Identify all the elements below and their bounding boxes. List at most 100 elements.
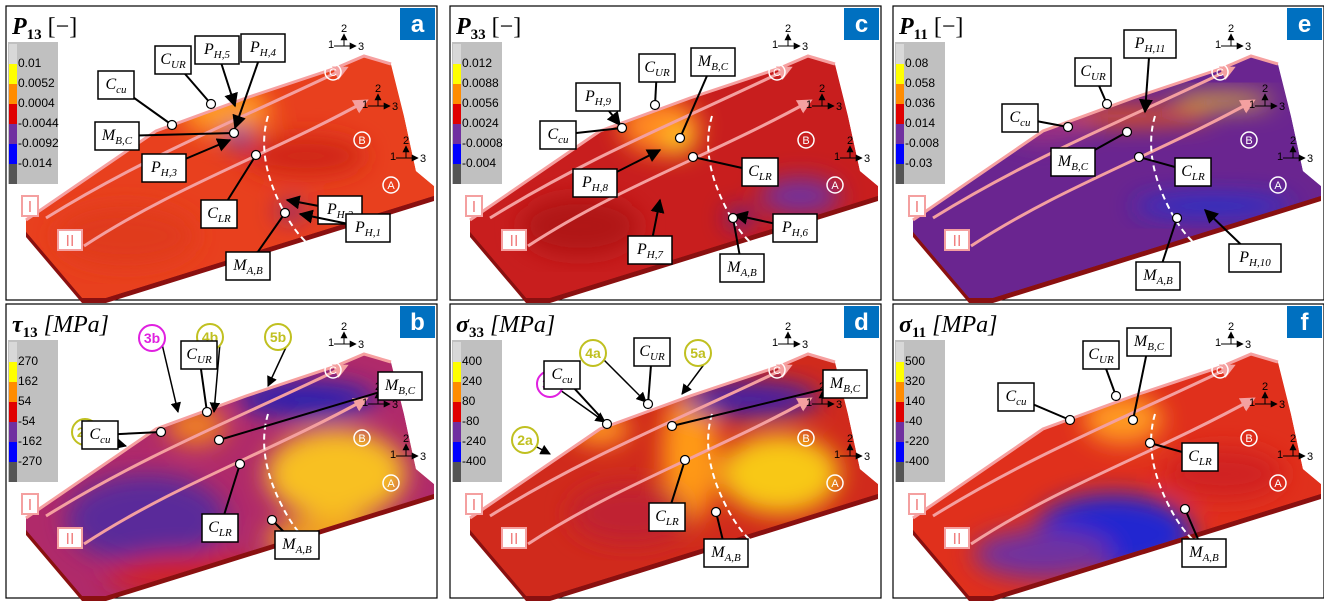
callout-sub: H,9 [594,96,612,108]
legend-swatch [896,144,904,164]
legend-value: -162 [18,434,42,448]
contour-blob [1173,95,1273,107]
callout-main: C [639,343,650,360]
callout-main: C [160,51,171,68]
callout-sub: B,C [1147,341,1164,353]
title-symbol: P [11,14,27,40]
legend-swatch [453,402,461,422]
legend-value: -270 [18,454,42,468]
callout-point [236,460,245,469]
callout-main: C [186,346,197,363]
legend-swatch [453,104,461,124]
legend-value: -400 [905,454,929,468]
triad-label: 2 [341,321,347,333]
legend-value: 162 [18,374,38,388]
callout-main: C [748,163,759,180]
panel: IIIABC12312312327016254-54-162-270τ13[MP… [6,304,437,601]
triad-label: 3 [392,399,398,411]
triad-label: 2 [403,135,409,147]
triad-label: 3 [802,41,808,53]
annotation-label: 3b [144,330,160,346]
path-marker-label: II [510,233,519,250]
legend-value: 240 [462,374,482,388]
triad-label: 3 [1245,339,1251,351]
path-marker-label: I [472,497,476,514]
legend-swatch [896,422,904,442]
triad-label: 3 [420,451,426,463]
callout-main: C [547,126,558,143]
title-unit: [MPa] [490,312,555,338]
legend-value: 0.0024 [462,116,499,130]
triad-label: 2 [375,83,381,95]
triad-label: 3 [802,339,808,351]
region-label: A [1274,478,1282,490]
legend-swatch [896,382,904,402]
annotation-label: 2a [517,432,533,448]
callout-sub: cu [1016,396,1027,408]
legend-swatch [453,382,461,402]
legend-swatch [9,462,17,482]
triad-label: 2 [1228,23,1234,35]
triad-label: 1 [1215,39,1221,51]
callout-point [207,100,216,109]
title-subscript: 11 [912,325,926,341]
annotation-label: 4a [585,345,601,361]
callout-sub: UR [1099,354,1114,366]
title-subscript: 33 [471,27,486,43]
legend-value: 0.0052 [18,76,55,90]
triad-label: 3 [392,101,398,113]
legend-value: 320 [905,374,925,388]
region-label: A [387,180,395,192]
legend-value: -0.0044 [18,116,59,130]
title-subscript: 13 [27,27,42,43]
legend-swatch [9,362,17,382]
legend-swatch [453,362,461,382]
callout-sub: A,B [1202,552,1219,564]
callout-sub: H,10 [1248,257,1271,269]
legend-value: -0.0092 [18,136,59,150]
triad-label: 1 [1277,151,1283,163]
callout-point [681,456,690,465]
annotation-label: 5a [690,345,706,361]
callout-point [268,516,277,525]
callout-sub: UR [171,59,186,71]
panel: IIIABC1231231230.0120.00880.00560.0024-0… [450,6,881,303]
callout-point [676,134,685,143]
legend-value: 0.012 [462,56,492,70]
callout-point [1135,153,1144,162]
callout-main: P [781,219,792,236]
callout-point [1103,100,1112,109]
callout-point [1112,392,1121,401]
triad-label: 1 [772,337,778,349]
callout-point [689,153,698,162]
callout-sub: LR [758,171,772,183]
region-label: B [358,135,365,147]
title-symbol: P [898,14,914,40]
callout-main: C [89,426,100,443]
callout-sub: A,B [246,265,263,277]
triad-label: 3 [1307,451,1313,463]
callout-sub: LR [1191,171,1205,183]
triad-label: 2 [403,433,409,445]
panel: IIIABC123123123500320140-40-220-400σ11[M… [893,304,1324,601]
contour-blob [266,429,406,519]
legend-swatch [453,124,461,144]
legend-swatch [896,402,904,422]
legend-swatch [453,442,461,462]
triad-label: 3 [864,153,870,165]
triad-label: 2 [847,135,853,147]
callout-sub: B,C [115,135,132,147]
triad-label: 3 [1279,101,1285,113]
panel: IIIABC12312312340024080-80-240-400σ33[MP… [450,304,881,601]
title-unit: [−] [48,14,78,40]
region-label: A [831,478,839,490]
callout-main: C [1181,163,1192,180]
triad-label: 2 [847,433,853,445]
triad-label: 3 [358,339,364,351]
panel-letter: a [411,11,425,38]
triad-label: 2 [1228,321,1234,333]
callout-sub: UR [650,351,665,363]
legend-swatch [453,64,461,84]
legend-value: -0.03 [905,156,933,170]
callout-point [618,124,627,133]
